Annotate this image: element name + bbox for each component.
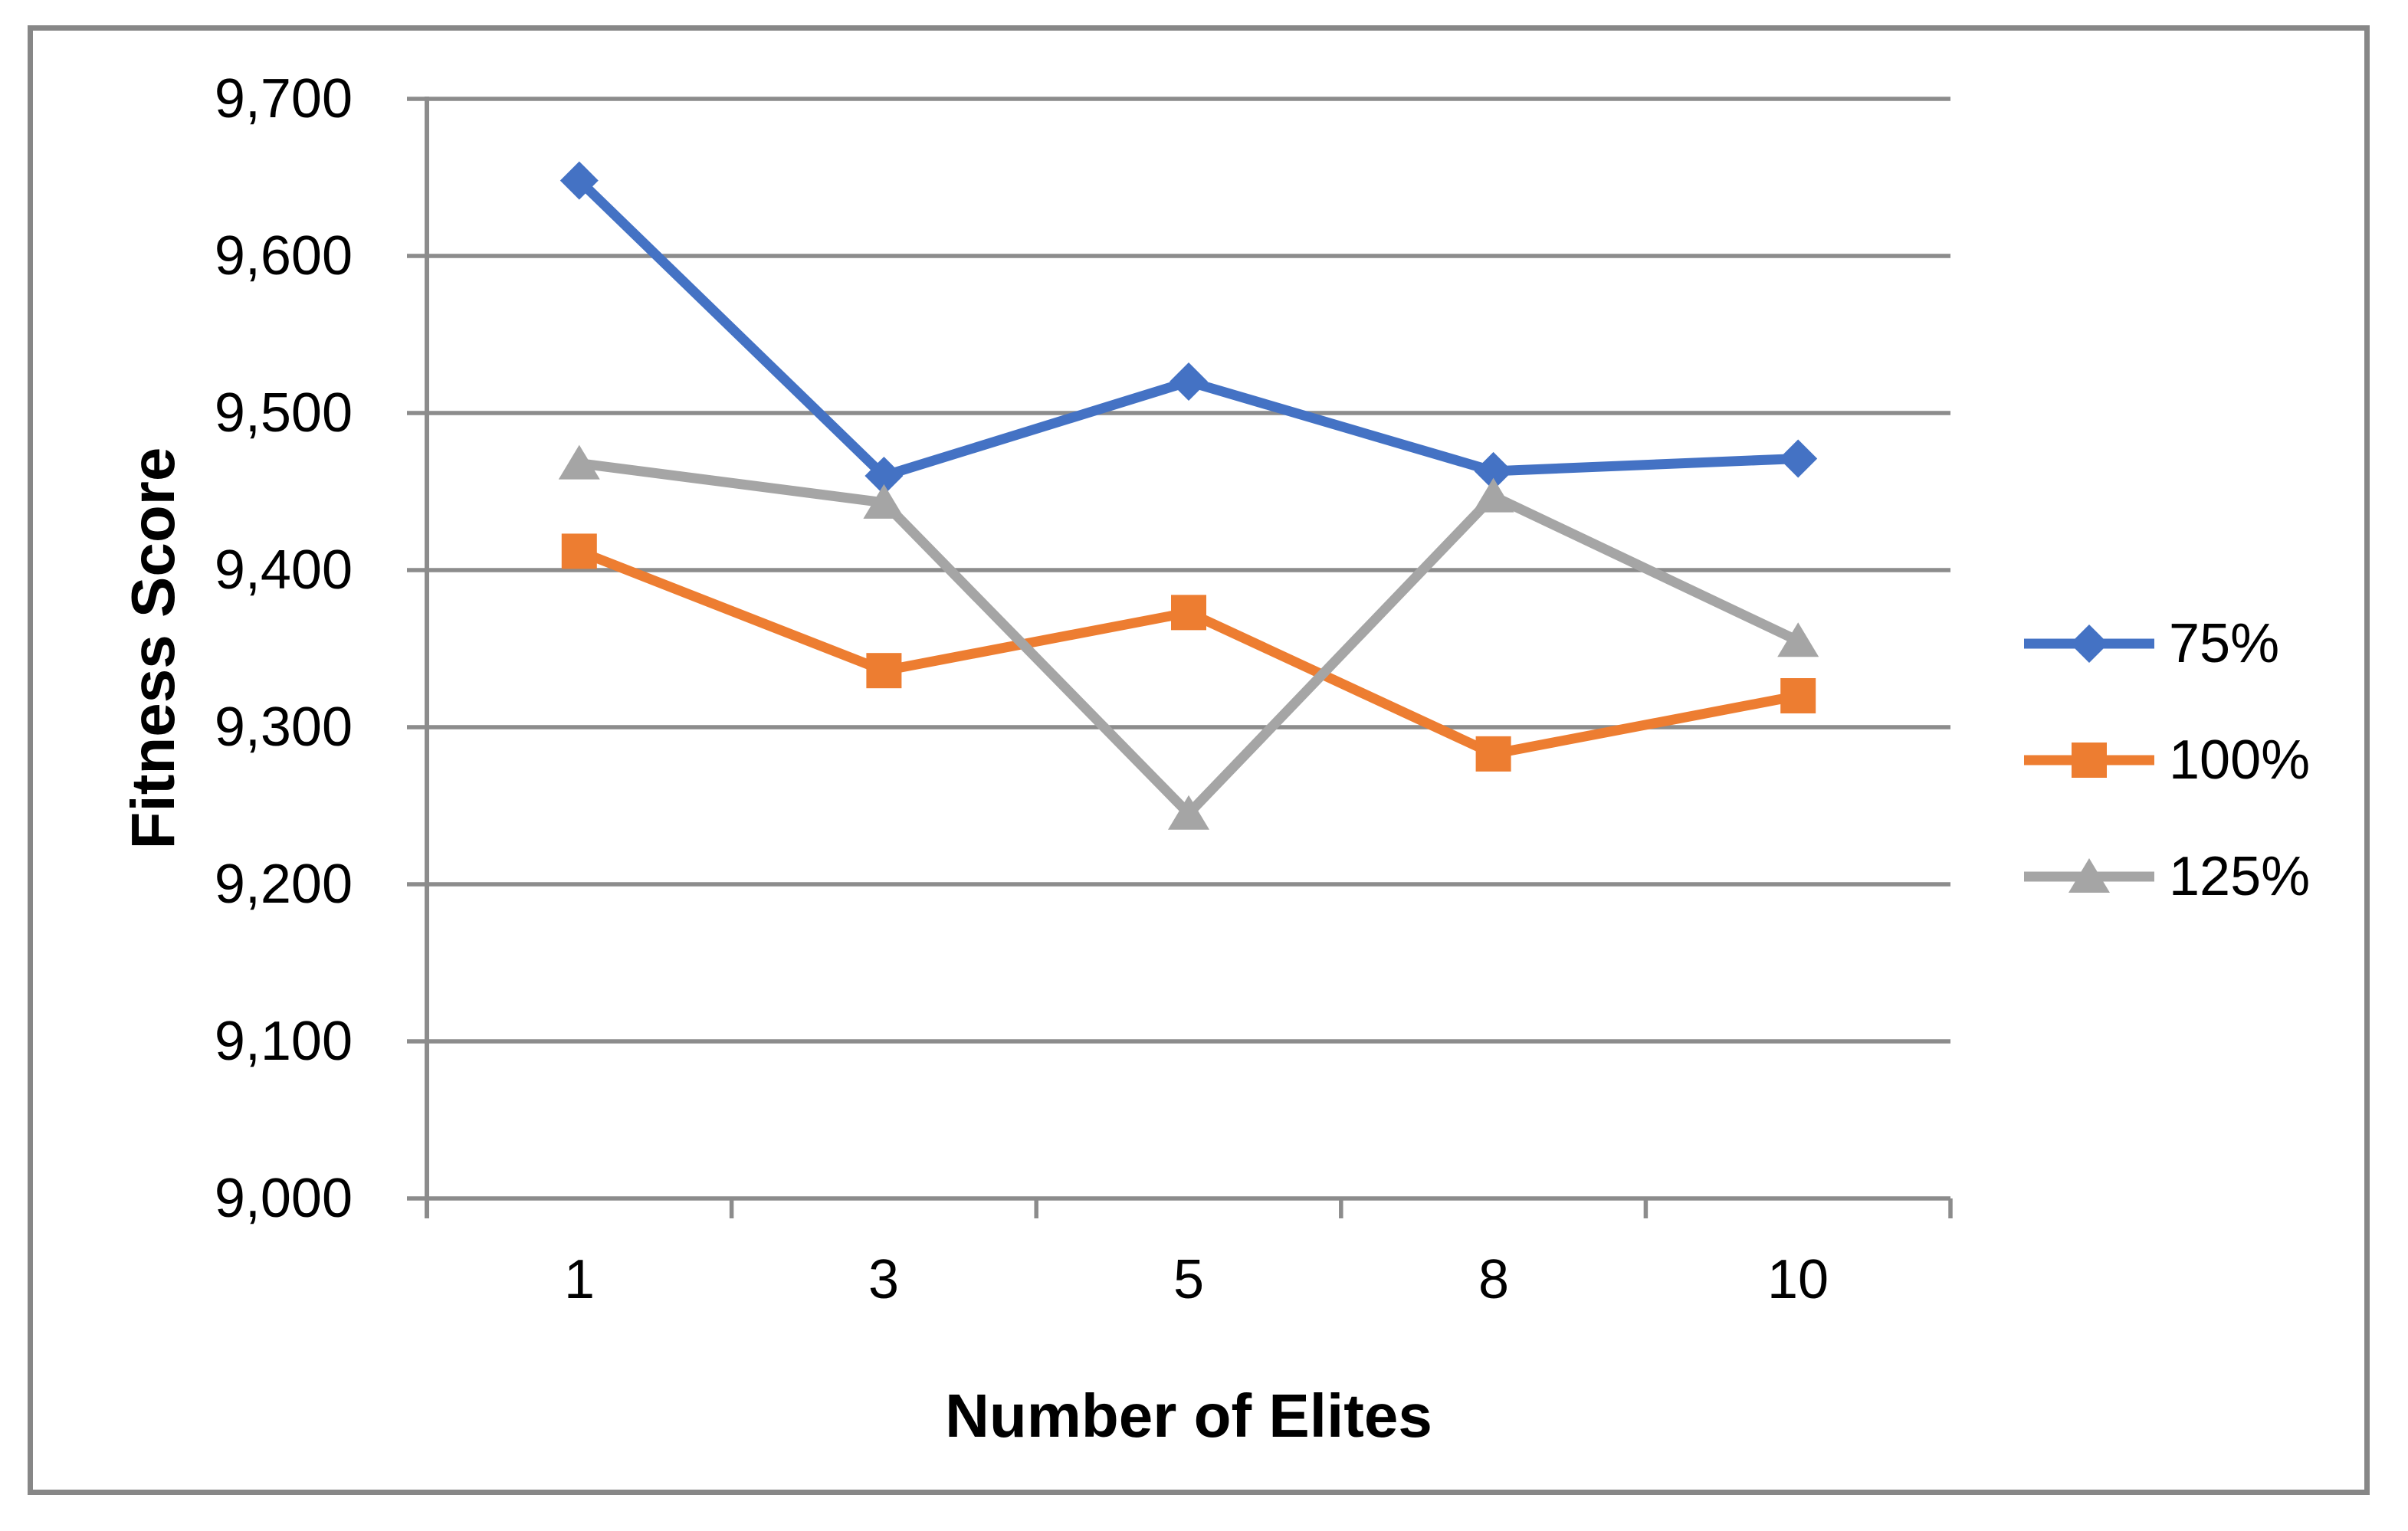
legend-item: 100%	[2022, 731, 2310, 789]
y-tick-label: 9,600	[214, 225, 353, 287]
x-tick-label: 3	[868, 1249, 900, 1310]
legend-item: 125%	[2022, 847, 2310, 906]
y-tick-label: 9,000	[214, 1168, 353, 1229]
x-tick-label: 1	[563, 1249, 595, 1310]
legend-label: 125%	[2169, 846, 2311, 907]
x-tick-label: 8	[1478, 1249, 1510, 1310]
y-tick-label: 9,200	[214, 854, 353, 915]
y-tick-label: 9,400	[214, 539, 353, 601]
y-tick-label: 9,700	[214, 68, 353, 129]
legend-label: 100%	[2169, 729, 2311, 791]
y-tick-label: 9,500	[214, 382, 353, 444]
legend-marker-diamond-icon	[2024, 625, 2154, 663]
y-tick-label: 9,100	[214, 1011, 353, 1072]
figure-border	[28, 25, 2370, 1495]
x-tick-label: 10	[1767, 1249, 1829, 1310]
y-tick-label: 9,300	[214, 697, 353, 758]
x-tick-label: 5	[1173, 1249, 1205, 1310]
legend-item: 75%	[2022, 615, 2279, 673]
y-axis-title: Fitness Score	[119, 447, 187, 850]
legend-marker-triangle-icon	[2024, 858, 2154, 893]
x-axis-title: Number of Elites	[945, 1382, 1432, 1450]
legend-marker-square-icon	[2024, 743, 2154, 778]
legend-label: 75%	[2169, 613, 2280, 674]
